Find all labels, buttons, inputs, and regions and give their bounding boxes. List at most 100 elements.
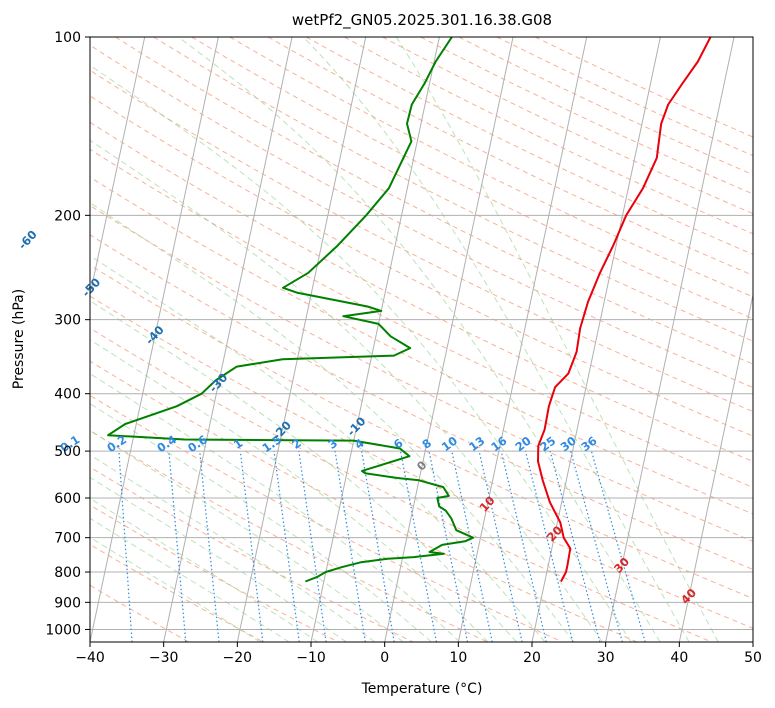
x-tick-label: −30: [149, 650, 179, 666]
mixing-ratio-line: [273, 451, 300, 642]
dry-adiabat: [90, 327, 712, 642]
mixing-ratio-label: 0.6: [185, 432, 210, 455]
temperature-profile-line: [537, 37, 712, 582]
moist-adiabat: [90, 202, 574, 642]
dry-adiabat: [90, 543, 264, 642]
isotherm-line: [163, 37, 293, 642]
mixing-ratio-line: [570, 450, 623, 642]
isotherm-label: -60: [15, 227, 39, 252]
dry-adiabat: [90, 176, 753, 515]
y-tick-label: 400: [54, 387, 81, 403]
dry-adiabat: [90, 466, 414, 642]
moist-adiabat: [302, 37, 690, 642]
y-tick-label: 800: [54, 565, 81, 581]
isotherm-line: [752, 639, 753, 642]
y-tick-label: 900: [54, 595, 81, 611]
dry-adiabat: [90, 264, 753, 600]
moist-adiabat: [90, 64, 632, 642]
moist-adiabat: [90, 255, 546, 642]
y-tick-label: 200: [54, 208, 81, 224]
mixing-ratio-label: 8: [419, 436, 434, 452]
dry-adiabat: [90, 234, 753, 571]
y-tick-label: 500: [54, 444, 81, 460]
moist-adiabat: [90, 454, 376, 642]
mixing-ratio-label: 2: [289, 436, 304, 452]
y-axis-label: Pressure (hPa): [11, 289, 27, 389]
x-tick-label: 10: [449, 650, 467, 666]
isotherm-line: [310, 37, 440, 642]
mixing-ratio-label: 6: [391, 436, 406, 452]
moist-adiabat: [90, 476, 347, 642]
isotherm-line: [457, 37, 588, 642]
mixing-ratio-line: [590, 450, 646, 642]
x-tick-label: −20: [223, 650, 253, 666]
isotherm-label: -10: [344, 414, 368, 439]
y-tick-label: 1000: [45, 622, 81, 638]
x-tick-label: 40: [670, 650, 688, 666]
isotherm-label: 40: [678, 586, 699, 607]
y-tick-label: 300: [54, 313, 81, 329]
dry-adiabat: [90, 295, 753, 629]
mixing-ratio-line: [500, 450, 547, 642]
moist-adiabat: [90, 536, 261, 642]
mixing-ratio-line: [361, 451, 395, 642]
mixing-ratio-line: [298, 451, 327, 642]
mixing-ratio-line: [549, 450, 601, 642]
moist-adiabat: [90, 300, 517, 642]
isotherm-label: 30: [611, 555, 632, 576]
isotherm-label: -40: [142, 323, 166, 348]
y-tick-label: 100: [54, 30, 81, 46]
moist-adiabat: [90, 403, 432, 642]
dry-adiabat: [534, 37, 753, 138]
dry-adiabat: [90, 360, 638, 642]
moist-adiabat: [90, 339, 489, 642]
chart-title: wetPf2_GN05.2025.301.16.38.G08: [292, 11, 552, 30]
x-tick-label: 20: [523, 650, 541, 666]
mixing-ratio-line: [478, 450, 523, 642]
dry-adiabat: [90, 394, 563, 642]
mixing-ratio-line: [334, 451, 366, 642]
dry-adiabat: [90, 69, 753, 413]
isotherm-label: 10: [477, 493, 498, 514]
isotherm-line: [90, 37, 219, 642]
x-tick-label: −40: [75, 650, 105, 666]
mixing-ratio-line: [451, 450, 493, 642]
dry-adiabat: [420, 37, 753, 195]
mixing-ratio-line: [524, 450, 574, 642]
x-tick-label: 50: [744, 650, 762, 666]
dry-adiabat: [153, 37, 753, 342]
isotherm-line: [384, 37, 514, 642]
moist-adiabat: [90, 429, 404, 642]
dry-adiabat: [90, 95, 753, 437]
x-axis-label: Temperature (°C): [361, 681, 483, 697]
dry-adiabat: [90, 430, 488, 642]
dry-adiabat: [90, 204, 753, 542]
dewpoint-profile-line: [107, 37, 475, 583]
dry-adiabat: [90, 584, 190, 642]
x-tick-label: 30: [597, 650, 615, 666]
moist-adiabat: [90, 139, 603, 642]
isotherm-label: 0: [414, 458, 430, 473]
dry-adiabat: [382, 37, 753, 215]
dry-adiabat: [90, 504, 339, 642]
mixing-ratio-label: 1: [231, 436, 245, 452]
dry-adiabat: [90, 44, 753, 389]
isotherm-label: -50: [79, 275, 103, 300]
dry-adiabat: [90, 148, 753, 488]
isotherm-line: [236, 37, 367, 642]
y-tick-label: 600: [54, 491, 81, 507]
isotherm-line: [531, 37, 661, 642]
moist-adiabat: [177, 37, 661, 642]
mixing-ratio-line: [239, 451, 264, 642]
mixing-ratio-line: [168, 451, 187, 642]
moist-adiabat: [395, 37, 719, 642]
y-tick-label: 700: [54, 531, 81, 547]
isotherm-line: [678, 292, 753, 642]
mixing-ratio-line: [399, 450, 438, 642]
plot-frame: [89, 36, 754, 643]
moist-adiabat: [90, 373, 461, 642]
dry-adiabat: [229, 37, 753, 298]
mixing-ratio-label: 0.4: [154, 432, 179, 455]
isotherm-line: [90, 37, 146, 298]
